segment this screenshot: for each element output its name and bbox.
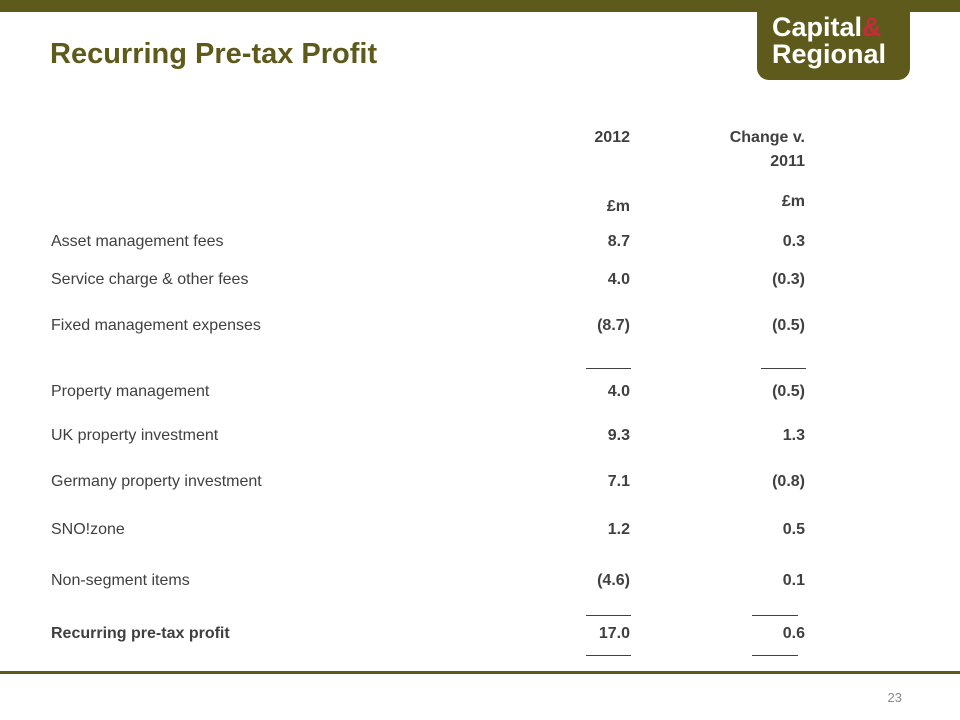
logo-word-regional: Regional <box>772 39 887 69</box>
row-value-2012-uk-property-investment: 9.3 <box>607 427 630 444</box>
row-label-germany-property-investment: Germany property investment <box>51 473 262 490</box>
column-unit-2012: £m <box>606 198 630 215</box>
column-unit-change: £m <box>781 193 805 210</box>
row-value-change-recurring-pre-tax-profit: 0.6 <box>782 625 805 642</box>
row-value-change-uk-property-investment: 1.3 <box>782 427 805 444</box>
row-value-2012-asset-management-fees: 8.7 <box>607 233 630 250</box>
subtotal-rule-2012 <box>586 368 631 369</box>
row-value-2012-property-management: 4.0 <box>607 383 630 400</box>
total-rule-bottom-change <box>752 655 798 656</box>
row-label-property-management: Property management <box>51 383 210 400</box>
row-label-snozone: SNO!zone <box>51 521 125 538</box>
row-value-2012-fixed-management-expenses: (8.7) <box>597 317 630 334</box>
top-brand-bar <box>0 0 960 12</box>
bottom-brand-bar <box>0 671 960 674</box>
row-label-non-segment-items: Non-segment items <box>51 572 190 589</box>
row-value-change-snozone: 0.5 <box>782 521 805 538</box>
row-value-change-fixed-management-expenses: (0.5) <box>772 317 805 334</box>
row-value-change-non-segment-items: 0.1 <box>782 572 805 589</box>
row-value-change-service-charge: (0.3) <box>772 271 805 288</box>
row-value-change-property-management: (0.5) <box>772 383 805 400</box>
row-value-2012-recurring-pre-tax-profit: 17.0 <box>598 625 630 642</box>
logo-ampersand: & <box>862 12 882 42</box>
logo-line-1: Capital& <box>772 13 882 41</box>
row-value-change-germany-property-investment: (0.8) <box>772 473 805 490</box>
row-value-2012-snozone: 1.2 <box>607 521 630 538</box>
row-label-uk-property-investment: UK property investment <box>51 427 219 444</box>
row-value-2012-non-segment-items: (4.6) <box>597 572 630 589</box>
column-heading-change-line1: Change v. <box>729 129 805 146</box>
total-rule-top-change <box>752 615 798 616</box>
company-logo: Capital& Regional <box>757 0 910 80</box>
page-title: Recurring Pre-tax Profit <box>50 38 378 70</box>
row-label-asset-management-fees: Asset management fees <box>51 233 224 250</box>
subtotal-rule-change <box>761 368 806 369</box>
row-value-2012-service-charge: 4.0 <box>607 271 630 288</box>
column-heading-change-line2: 2011 <box>770 153 805 170</box>
row-value-2012-germany-property-investment: 7.1 <box>607 473 630 490</box>
row-label-service-charge: Service charge & other fees <box>51 271 249 288</box>
column-heading-2012: 2012 <box>594 129 630 146</box>
total-rule-bottom-2012 <box>586 655 631 656</box>
logo-word-capital: Capital <box>772 12 863 42</box>
page-number: 23 <box>887 690 902 705</box>
row-label-fixed-management-expenses: Fixed management expenses <box>51 317 261 334</box>
total-rule-top-2012 <box>586 615 631 616</box>
row-value-change-asset-management-fees: 0.3 <box>782 233 805 250</box>
row-label-recurring-pre-tax-profit: Recurring pre-tax profit <box>51 625 230 642</box>
